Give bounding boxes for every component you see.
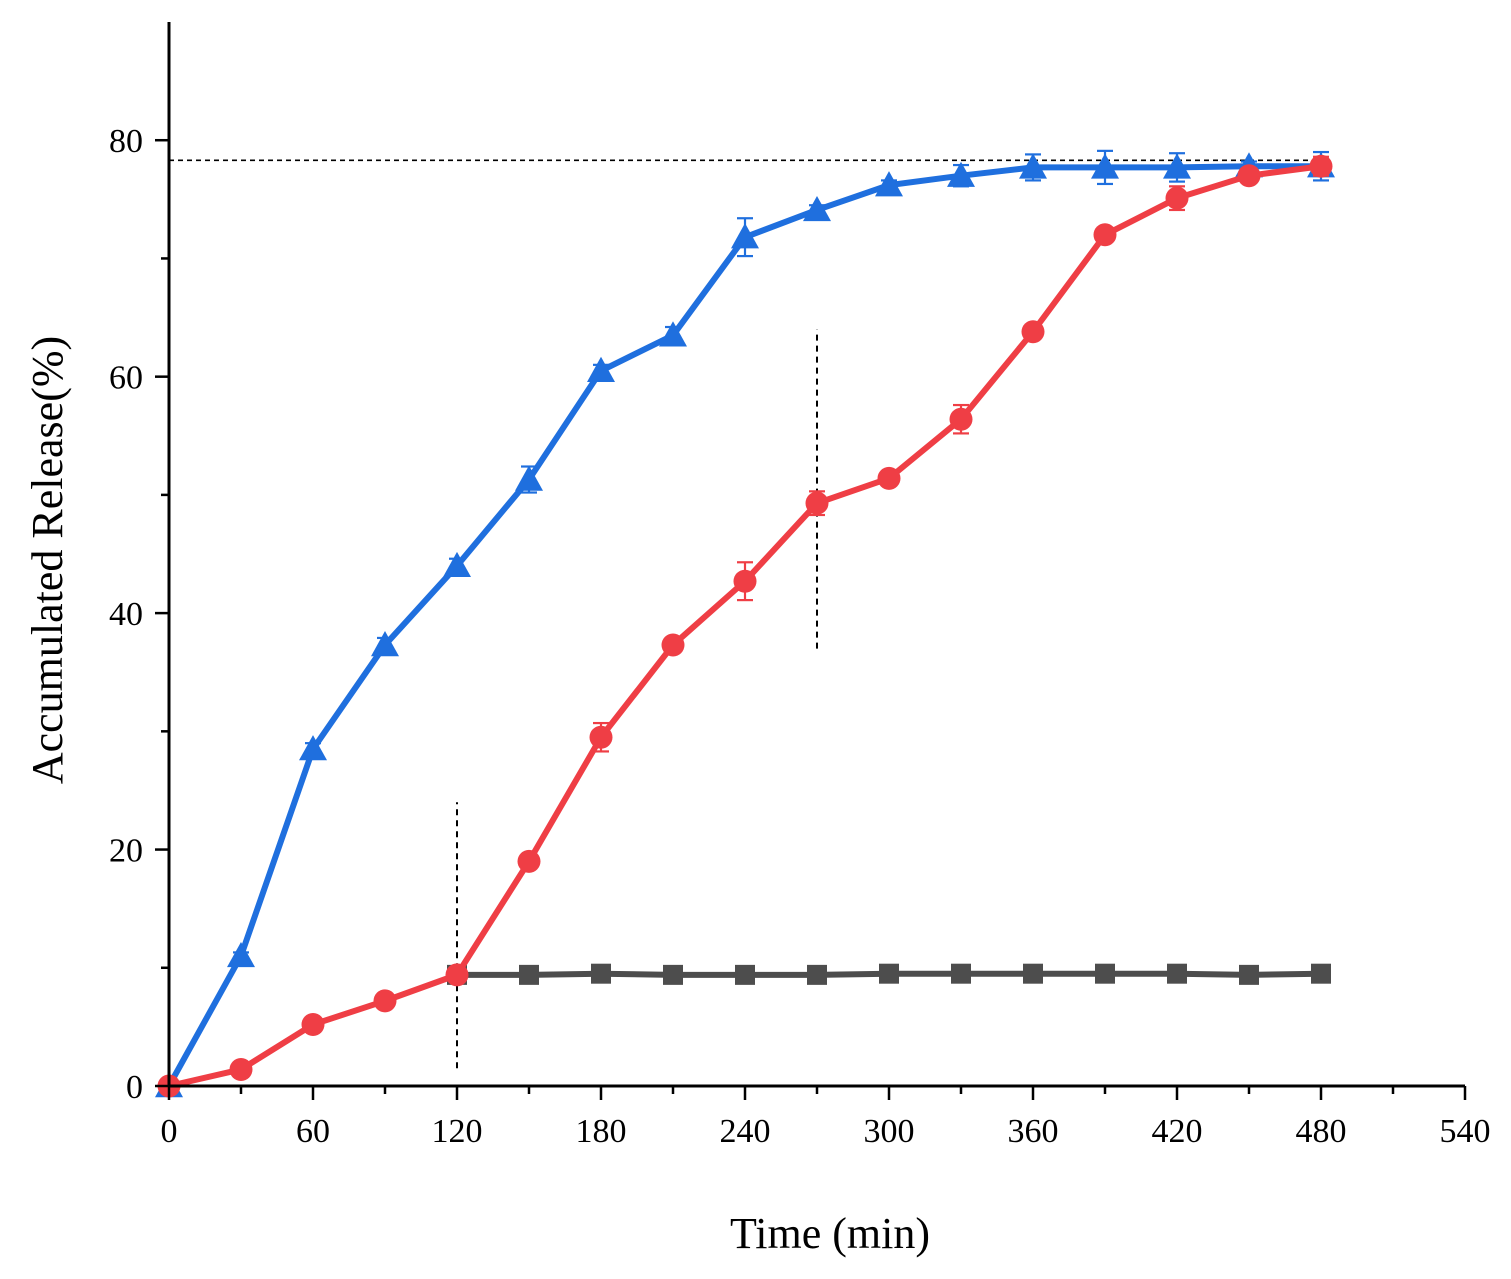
reference-lines [169,159,1321,1069]
x-tick-label: 240 [720,1113,771,1150]
data-point-square [735,964,755,985]
data-point-circle [301,1013,325,1037]
data-point-square [1311,963,1331,984]
data-point-triangle [587,356,615,382]
data-point-circle [1093,223,1117,247]
data-point-circle [1309,154,1333,178]
data-point-triangle [227,941,255,968]
x-tick-label: 120 [432,1113,483,1150]
data-point-circle [373,989,397,1013]
data-point-triangle [515,465,543,491]
data-point-circle [1165,186,1189,210]
data-point-square [1023,963,1043,984]
y-tick-label: 80 [109,123,143,160]
data-point-square [1167,963,1187,984]
data-point-circle [733,569,757,593]
data-point-circle [805,491,829,515]
x-tick-label: 420 [1152,1113,1203,1150]
data-point-square [879,963,899,984]
series-layer [155,149,1335,1098]
data-point-square [951,963,971,984]
data-point-circle [589,725,613,749]
data-point-triangle [299,735,327,761]
data-point-triangle [659,321,687,347]
data-point-triangle [731,223,759,249]
x-tick-label: 60 [296,1113,330,1150]
data-point-circle [1237,164,1261,188]
axes: 0 60 120 180 240 300 360 420 480 540 0 20 40 60 80 [109,22,1491,1150]
x-tick-label: 540 [1440,1113,1491,1150]
data-point-triangle [803,195,831,222]
data-point-circle [1021,320,1045,344]
x-tick-label: 480 [1296,1113,1347,1150]
y-tick-label: 0 [126,1069,143,1106]
x-axis-title: Time (min) [730,1209,930,1258]
data-point-circle [949,407,973,431]
series-blue-triangles [155,149,1335,1098]
data-point-square [1095,963,1115,984]
data-point-circle [661,633,685,657]
data-point-triangle [1163,153,1191,179]
data-point-square [519,964,539,985]
x-tick-label: 180 [576,1113,627,1150]
data-point-triangle [947,161,975,187]
series-line-red-circles [166,163,1324,1089]
data-point-circle [445,963,469,987]
data-point-triangle [1019,153,1047,179]
y-tick-label: 40 [109,596,143,633]
data-point-triangle [1091,153,1119,179]
y-tick-label: 60 [109,360,143,397]
data-point-circle [877,466,901,490]
x-tick-label: 360 [1008,1113,1059,1150]
data-point-triangle [875,171,903,197]
data-point-triangle [371,631,399,657]
y-axis-title: Accumulated Release(%) [23,336,72,784]
data-point-circle [229,1057,253,1081]
data-point-square [807,964,827,985]
data-point-square [591,963,611,984]
series-gray-squares [447,963,1331,985]
y-tick-label: 20 [109,833,143,870]
data-point-square [663,964,683,985]
data-point-circle [517,849,541,873]
series-red-circles [157,154,1333,1098]
x-tick-label: 0 [161,1113,178,1150]
data-point-square [1239,964,1259,985]
x-tick-label: 300 [864,1113,915,1150]
data-point-triangle [443,551,471,578]
series-line-blue-triangles [166,163,1324,1089]
